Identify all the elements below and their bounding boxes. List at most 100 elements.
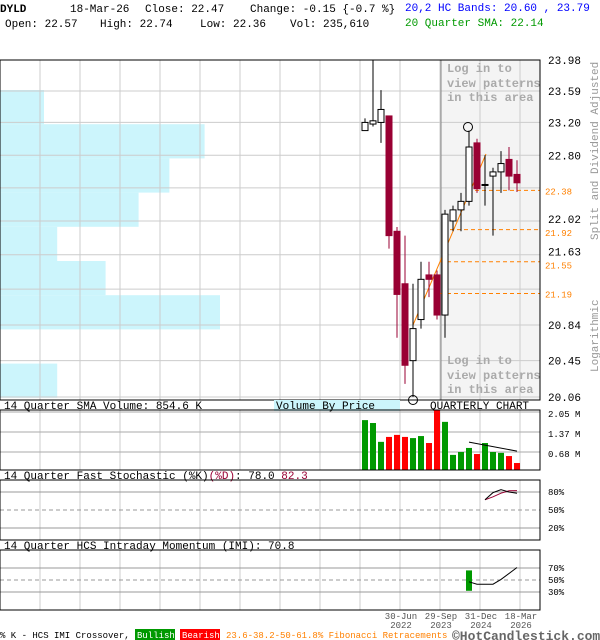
login-note-bottom-2: view patterns [447,369,541,383]
imi-line [468,567,518,585]
price-axis: 23.98 23.59 23.20 22.80 22.02 21.63 20.84 20.45… [548,56,581,405]
split-adjusted-label: Split and Dividend Adjusted [590,62,600,240]
candle-body [361,121,369,132]
volume-bar [426,443,432,470]
open: Open: 22.57 [5,19,78,31]
vbp-bar [0,90,44,125]
change: Change: -0.15 {-0.7 %} [250,4,395,16]
candle-body [473,142,481,190]
bullish-swatch [135,629,175,640]
login-note-bottom-3: in this area [447,383,533,397]
date: 18-Mar-26 [70,4,129,16]
imi-tick-label: 50% [548,576,565,586]
volume-bar [410,438,416,470]
imi-frame [0,549,541,611]
candle-body [441,213,449,316]
price-tick-label: 22.02 [548,215,581,227]
high-marker [463,122,473,132]
vbp-bar [0,295,220,330]
candle-body [401,283,409,366]
volume-bar [434,410,440,470]
vbp-bar [0,226,58,261]
vbp-bar [0,158,170,193]
stochastic-title: 14 Quarter Fast Stochastic (%K)(%D): 78.… [4,471,308,483]
login-note-top-1: Log in to [447,62,512,76]
candle-body [481,183,489,186]
vbp-bar [0,192,139,227]
candles [361,60,521,397]
fib-lines: 22.38 21.92 21.55 21.19 [440,187,572,301]
close: Close: 22.47 [145,4,224,16]
volume-bar [466,447,472,470]
stochastic-tick-label: 80% [548,488,565,498]
log-scale-label: Logarithmic [590,299,600,372]
volume-panel-title: 14 Quarter SMA Volume: 854.6 K [4,401,202,413]
candle-body [369,120,377,125]
volume-bar [498,452,504,470]
stochastic-d-line [484,490,518,501]
price-tick-label: 20.06 [548,393,581,405]
volume-bar [442,421,448,470]
volume-tick-label: 1.37 M [548,430,580,440]
hc-bands: 20,2 HC Bands: 20.60 , 23.79 [405,3,590,15]
copyright: ©HotCandlestick.com [452,629,600,640]
price-tick-label: 20.45 [548,357,581,369]
bearish-swatch [180,629,220,640]
fib-label: 22.38 [545,187,572,197]
stochastic-d-label: (%D) [209,471,235,483]
candle-body [497,163,505,173]
volume-bar [378,441,384,470]
candle-body [393,230,401,295]
volume-bar [474,454,480,470]
volume-bar [362,420,368,470]
volume-bar [506,456,512,470]
stochastic-k-line [484,489,518,501]
volume-bar [394,434,400,470]
pattern-area [441,60,540,400]
candle-body [425,274,433,280]
price-tick-label: 21.63 [548,248,581,260]
candle-body [433,274,441,316]
vbp-label-bg [274,400,400,411]
vbp-bar [0,124,205,159]
price-panel: 22.38 21.92 21.55 21.19 Log in to view patt… [0,56,600,405]
volume-tick-label: 2.05 M [548,410,580,420]
candle-body [457,200,465,211]
date-tick-year: 2024 [470,621,492,631]
login-note-top-3: in this area [447,91,533,105]
imi-panel: 70% 50% 30% [0,549,565,611]
price-tick-label: 22.80 [548,151,581,163]
symbol: DYLD [0,4,27,16]
date-tick-year: 2026 [510,621,532,631]
stochastic-title-prefix: 14 Quarter Fast Stochastic [4,471,182,483]
imi-title: 14 Quarter HCS Intraday Momentum (IMI): … [4,541,294,553]
high: High: 22.74 [100,19,173,31]
volume-bar [514,463,520,470]
stochastic-panel: 80% 50% 20% [0,479,565,541]
volume-bar [402,436,408,470]
candle-body [489,171,497,177]
price-frame [0,59,541,401]
volume-by-price [0,90,220,398]
volume-bar [450,454,456,470]
stochastic-tick-label: 50% [548,506,565,516]
bullish-label: Bullish [137,631,175,640]
stochastic-k-value: : 78.0 [235,471,275,483]
volume-bar [370,423,376,470]
date-tick-label: 29-Sep [425,612,457,622]
stochastic-k-label: (%K) [182,471,208,483]
imi-tick-label: 30% [548,588,565,598]
volume-sma-line [468,441,518,452]
candle-body [465,146,473,202]
price-tick-label: 23.98 [548,56,581,68]
volume-bar [482,443,488,470]
fib-label: 21.92 [545,229,572,239]
volume-tick-label: 0.68 M [548,450,580,460]
imi-tick-label: 70% [548,564,565,574]
login-note-bottom-1: Log in to [447,354,512,368]
candle-body [385,115,393,237]
vbp-bar [0,261,106,296]
fib-label: 21.19 [545,291,572,301]
stochastic-frame [0,479,541,541]
